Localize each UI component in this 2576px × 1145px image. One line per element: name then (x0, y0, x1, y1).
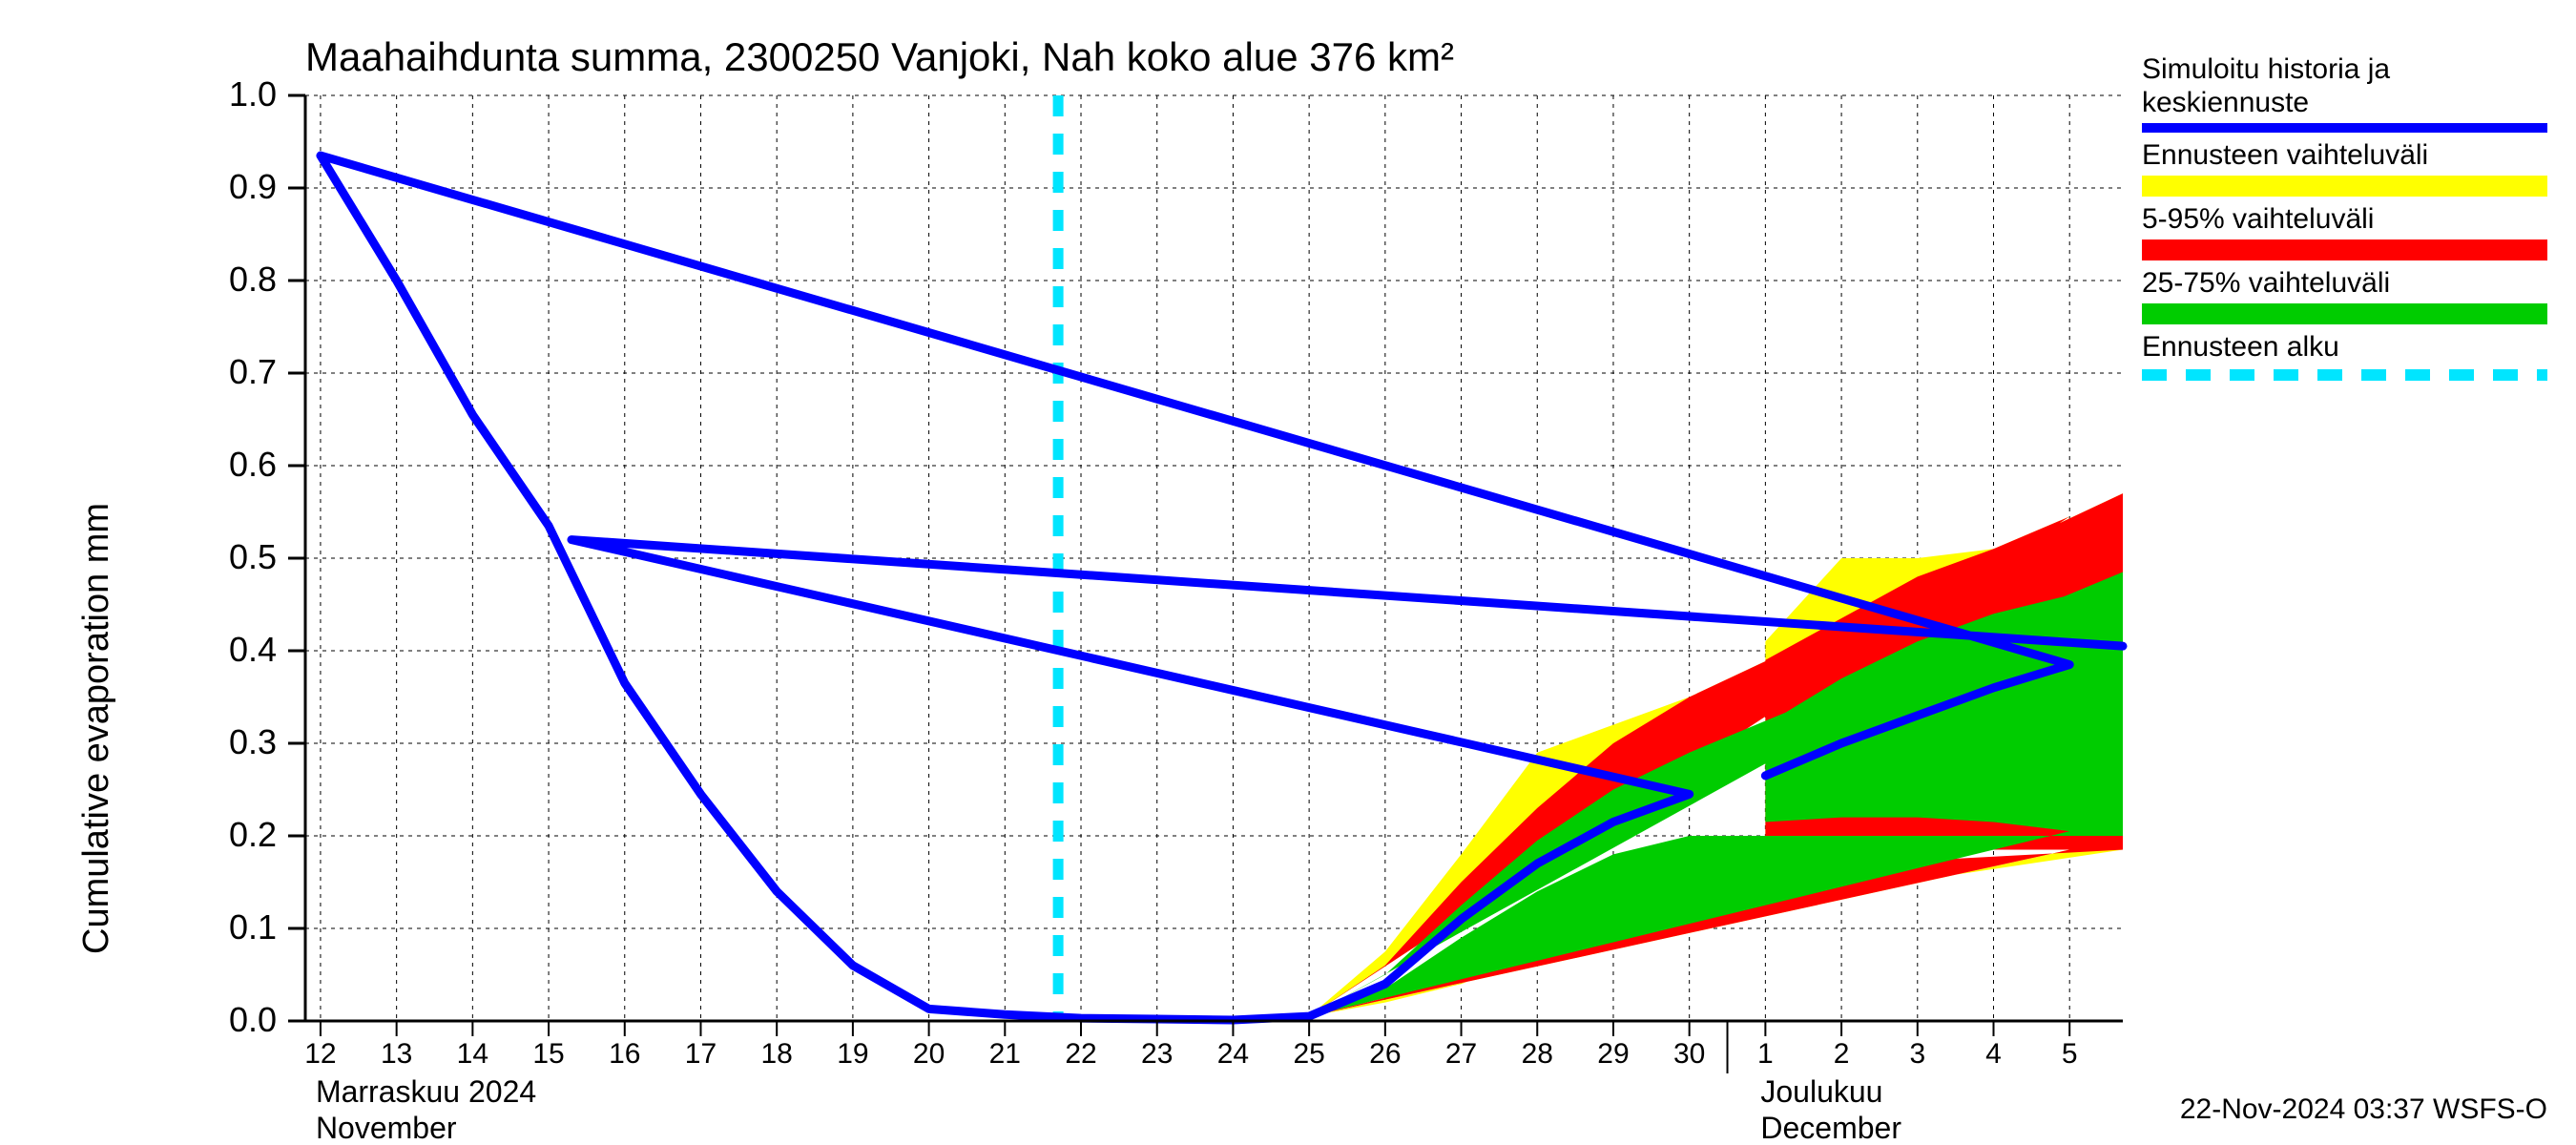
legend-entry: Ennusteen vaihteluväli (2142, 138, 2547, 197)
x-tick-label: 1 (1757, 1038, 1774, 1071)
y-tick-label: 0.3 (153, 722, 277, 762)
legend-label: 5-95% vaihteluväli (2142, 202, 2547, 236)
x-tick-label: 15 (532, 1038, 564, 1071)
x-tick-label: 5 (2062, 1038, 2078, 1071)
y-tick-label: 0.0 (153, 1000, 277, 1040)
legend-entry: 25-75% vaihteluväli (2142, 266, 2547, 324)
x-tick-label: 14 (457, 1038, 488, 1071)
legend-label: 25-75% vaihteluväli (2142, 266, 2547, 300)
x-tick-label: 17 (685, 1038, 717, 1071)
x-tick-label: 3 (1909, 1038, 1925, 1071)
x-tick-label: 18 (760, 1038, 792, 1071)
legend-swatch (2142, 369, 2547, 381)
x-tick-label: 26 (1369, 1038, 1401, 1071)
x-tick-label: 2 (1834, 1038, 1850, 1071)
y-tick-label: 0.5 (153, 537, 277, 577)
x-tick-label: 4 (1985, 1038, 2002, 1071)
chart-stage: Maahaihdunta summa, 2300250 Vanjoki, Nah… (0, 0, 2576, 1145)
legend-swatch (2142, 123, 2547, 133)
x-tick-label: 25 (1293, 1038, 1324, 1071)
x-tick-label: 21 (989, 1038, 1021, 1071)
month-label: Marraskuu 2024November (316, 1073, 536, 1145)
x-tick-label: 28 (1522, 1038, 1553, 1071)
x-tick-label: 13 (381, 1038, 412, 1071)
y-tick-label: 0.1 (153, 907, 277, 947)
y-tick-label: 0.6 (153, 445, 277, 485)
y-tick-label: 0.7 (153, 352, 277, 392)
legend-label: Simuloitu historia jakeskiennuste (2142, 52, 2547, 119)
legend-swatch (2142, 239, 2547, 260)
x-tick-label: 22 (1065, 1038, 1096, 1071)
y-tick-label: 0.8 (153, 260, 277, 300)
x-tick-label: 12 (304, 1038, 336, 1071)
legend: Simuloitu historia jakeskiennuste Ennuste… (2142, 52, 2547, 386)
legend-label: Ennusteen alku (2142, 330, 2547, 364)
legend-entry: Simuloitu historia jakeskiennuste (2142, 52, 2547, 133)
x-tick-label: 23 (1141, 1038, 1173, 1071)
month-label: JoulukuuDecember (1760, 1073, 1901, 1145)
x-tick-label: 24 (1217, 1038, 1249, 1071)
x-tick-label: 30 (1673, 1038, 1705, 1071)
legend-entry: 5-95% vaihteluväli (2142, 202, 2547, 260)
x-tick-label: 27 (1445, 1038, 1477, 1071)
y-tick-label: 0.2 (153, 815, 277, 855)
y-tick-label: 0.9 (153, 167, 277, 207)
timestamp-label: 22-Nov-2024 03:37 WSFS-O (2180, 1093, 2547, 1126)
legend-entry: Ennusteen alku (2142, 330, 2547, 381)
legend-swatch (2142, 303, 2547, 324)
y-tick-label: 0.4 (153, 630, 277, 670)
x-tick-label: 29 (1597, 1038, 1629, 1071)
x-tick-label: 16 (609, 1038, 640, 1071)
legend-label: Ennusteen vaihteluväli (2142, 138, 2547, 172)
y-tick-label: 1.0 (153, 74, 277, 114)
legend-swatch (2142, 176, 2547, 197)
x-tick-label: 19 (837, 1038, 868, 1071)
x-tick-label: 20 (913, 1038, 945, 1071)
